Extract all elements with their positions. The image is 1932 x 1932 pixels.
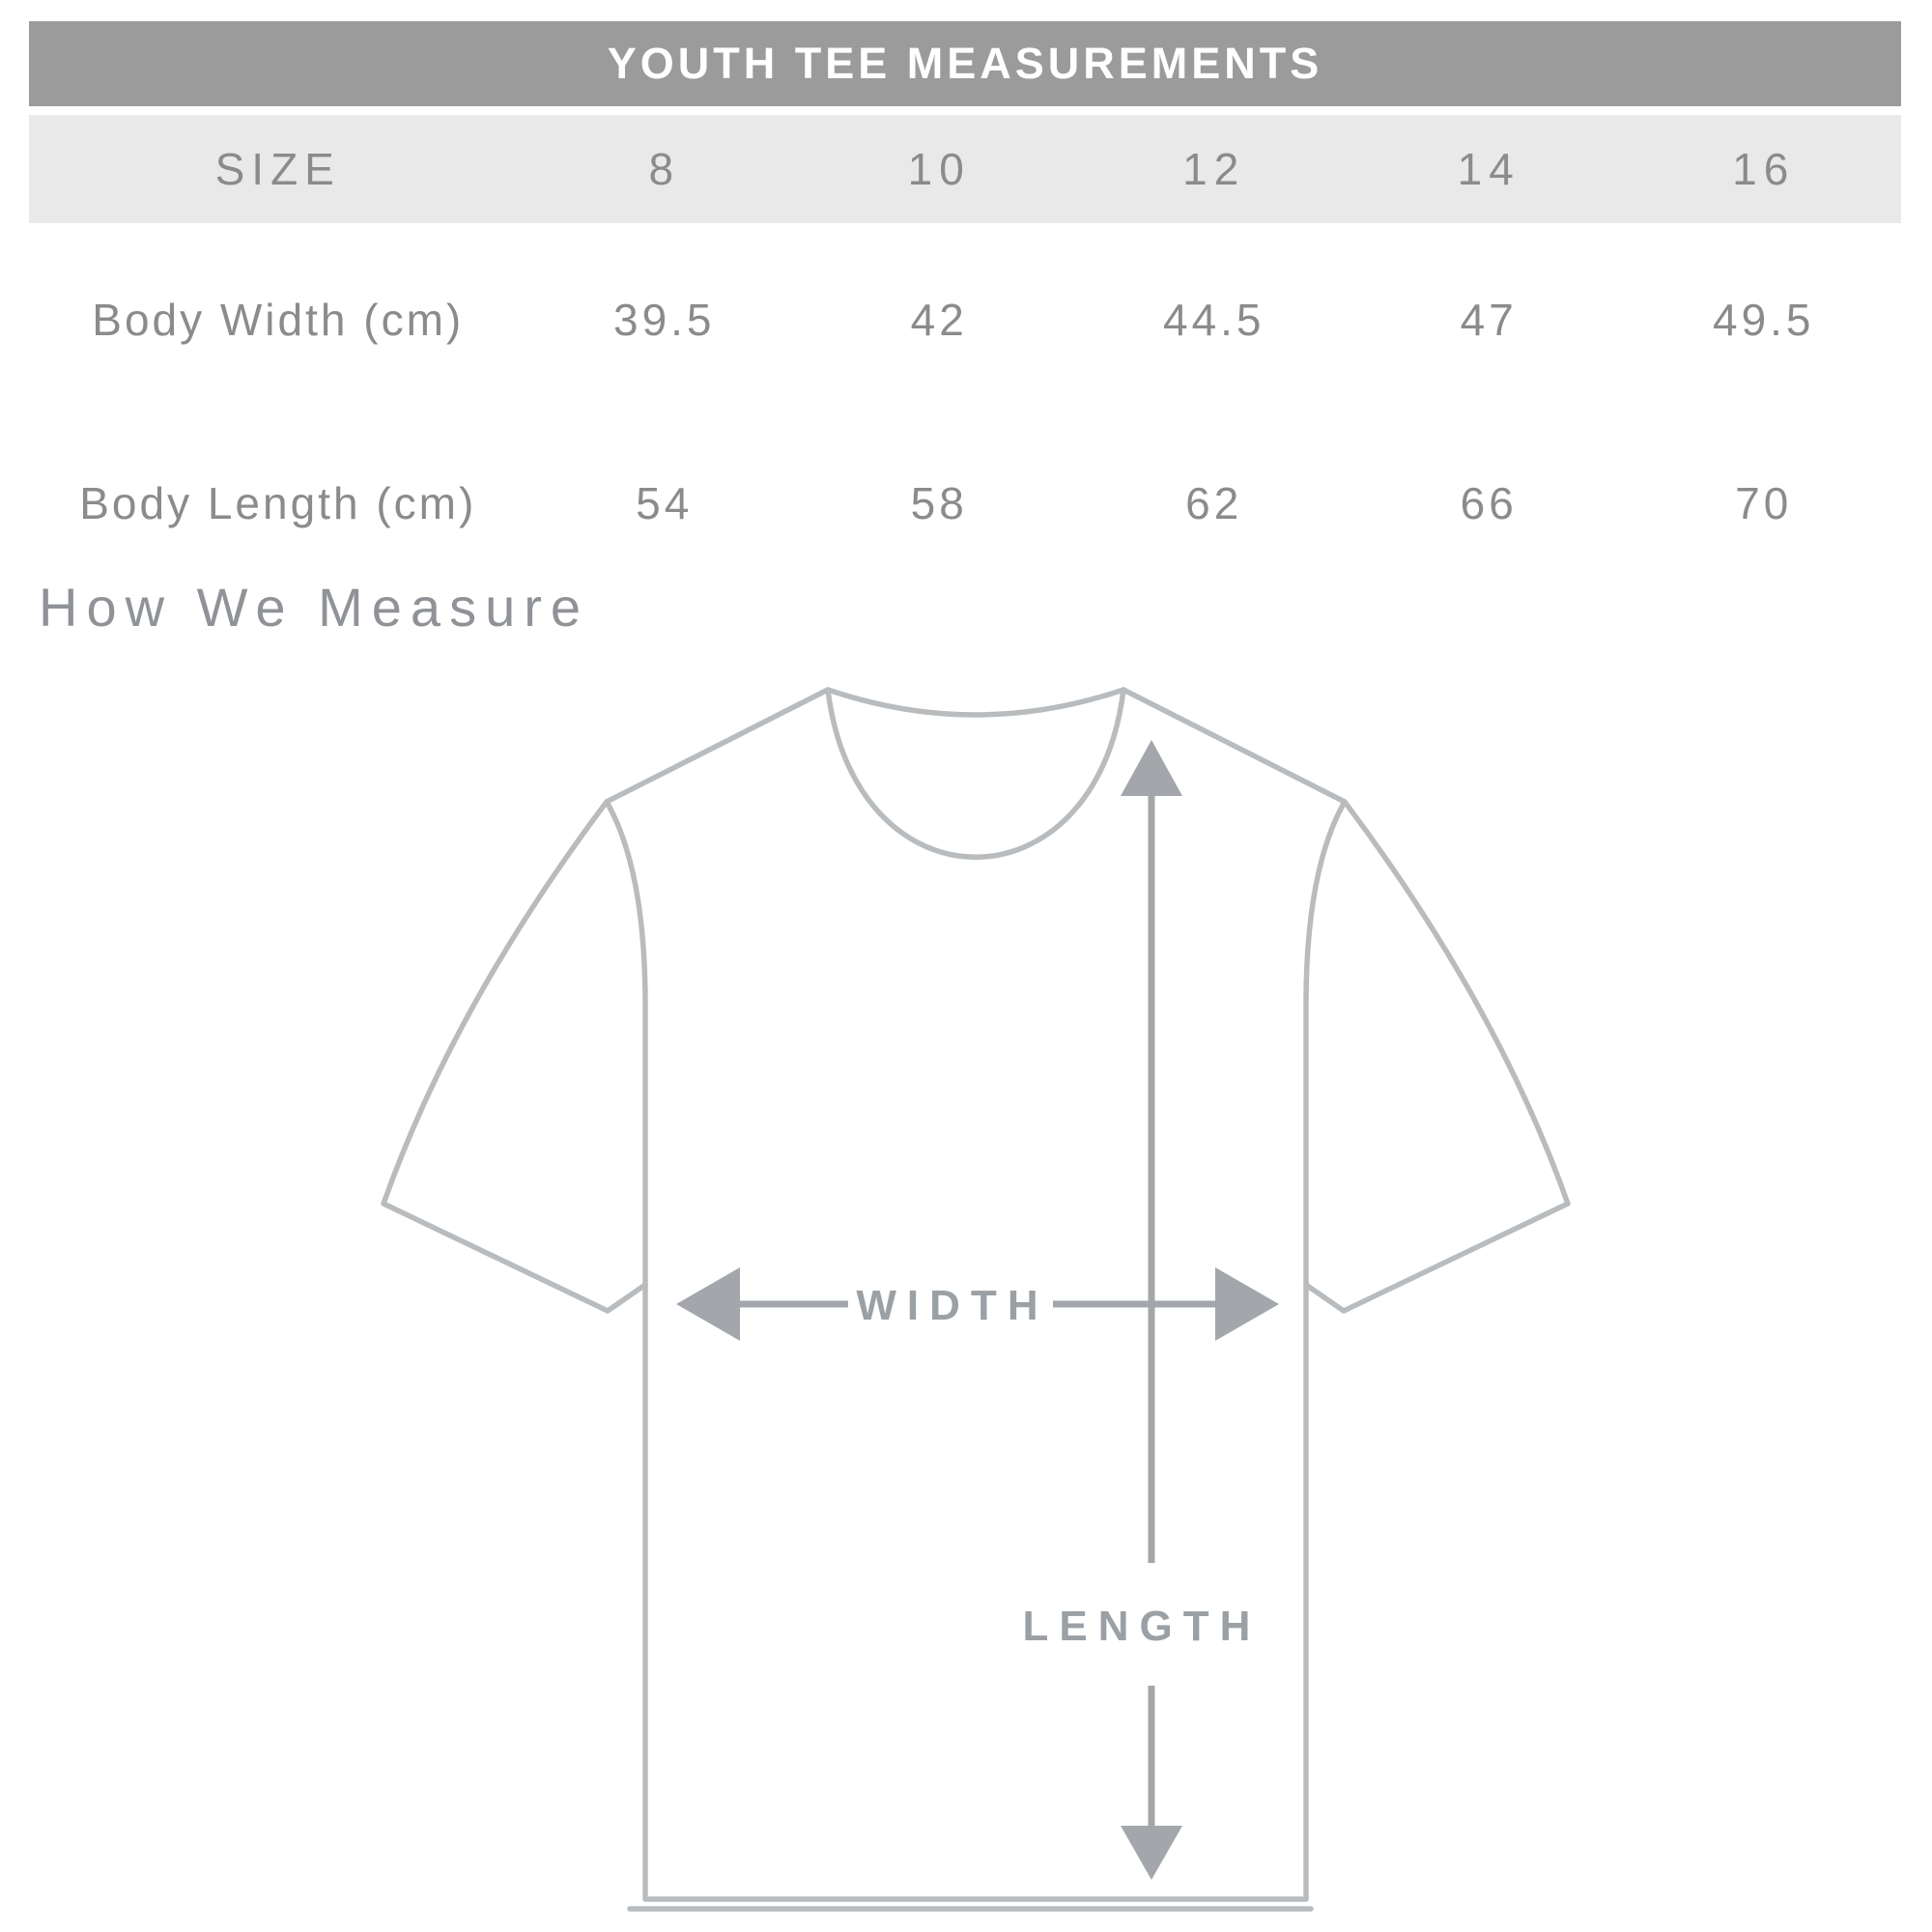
table-cell: 47: [1460, 295, 1518, 345]
table-title: YOUTH TEE MEASUREMENTS: [607, 39, 1323, 88]
youth-tee-measurements-table: YOUTH TEE MEASUREMENTS SIZE 8 10 12 14 1…: [29, 21, 1901, 590]
size-col-16: 16: [1732, 144, 1796, 194]
size-col-10: 10: [907, 144, 971, 194]
how-we-measure-heading: How We Measure: [39, 577, 590, 638]
body-length-row: Body Length (cm) 54 58 62 66 70: [29, 416, 1901, 590]
table-title-bar: YOUTH TEE MEASUREMENTS: [29, 21, 1901, 106]
length-arrow: [1121, 740, 1182, 1880]
table-cell: 62: [1185, 478, 1243, 528]
size-col-8: 8: [648, 144, 681, 194]
table-cell: 42: [910, 295, 968, 345]
arrow-up-head: [1121, 740, 1182, 796]
size-header-label: SIZE: [214, 144, 341, 194]
size-col-14: 14: [1457, 144, 1520, 194]
arrow-left-head: [676, 1267, 740, 1341]
length-arrow-label: LENGTH: [1023, 1603, 1262, 1650]
arrow-down-head: [1121, 1826, 1182, 1880]
size-col-12: 12: [1182, 144, 1246, 194]
table-cell: 66: [1460, 478, 1518, 528]
table-cell: 44.5: [1162, 295, 1265, 345]
width-arrow: [676, 1267, 1279, 1341]
table-cell: 54: [636, 478, 694, 528]
size-header-row: SIZE 8 10 12 14 16: [29, 115, 1901, 223]
arrow-right-head: [1215, 1267, 1279, 1341]
table-cell: 58: [910, 478, 968, 528]
width-arrow-label: WIDTH: [856, 1282, 1048, 1329]
row-label-body-length: Body Length (cm): [79, 478, 477, 528]
table-cell: 39.5: [612, 295, 716, 345]
row-label-body-width: Body Width (cm): [92, 295, 465, 345]
tshirt-outline-icon: [381, 687, 1571, 1912]
body-width-row: Body Width (cm) 39.5 42 44.5 47 49.5: [29, 223, 1901, 416]
table-cell: 70: [1735, 478, 1793, 528]
table-cell: 49.5: [1712, 295, 1815, 345]
